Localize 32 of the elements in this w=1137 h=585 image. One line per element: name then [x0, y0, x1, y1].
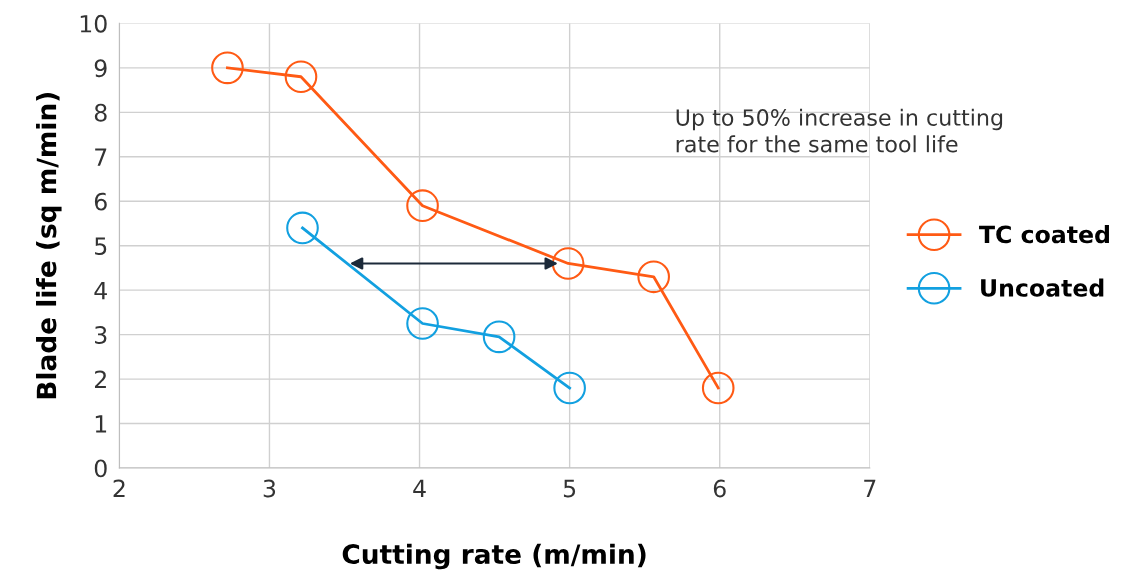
point — [553, 371, 586, 405]
point — [551, 247, 585, 280]
legend-label: Uncoated — [981, 278, 1104, 297]
x-tick-label: 3 — [263, 479, 276, 498]
point — [211, 51, 244, 85]
y-tick-label: 1 — [95, 415, 107, 433]
x-tick-label: 6 — [713, 479, 726, 498]
point — [406, 189, 439, 222]
y-tick-label: 0 — [94, 459, 107, 478]
legend-label: TC coated — [979, 225, 1109, 244]
y-tick-label: 8 — [94, 103, 107, 122]
x-tick-label: 4 — [413, 479, 426, 498]
y-tick-label: 6 — [94, 192, 107, 211]
x-axis-title: Cutting rate (m/min) — [342, 543, 646, 570]
point — [701, 371, 735, 405]
point — [406, 307, 439, 340]
x-tick-label: 7 — [864, 479, 876, 498]
x-tick-label: 2 — [113, 479, 125, 498]
point — [284, 60, 318, 94]
y-tick-label: 10 — [80, 14, 107, 33]
point — [286, 211, 319, 245]
y-tick-label: 4 — [94, 281, 107, 300]
y-axis-title: Blade life (sq m/min) — [36, 92, 62, 399]
y-tick-label: 9 — [94, 59, 107, 78]
y-tick-label: 2 — [94, 370, 106, 389]
point — [482, 320, 516, 354]
x-tick-label: 5 — [563, 479, 576, 498]
y-tick-label: 3 — [95, 326, 107, 344]
annotation: Up to 50% increase in cutting rate for the same tool life — [676, 108, 1003, 153]
y-tick-label: 5 — [95, 237, 107, 256]
y-tick-label: 7 — [95, 148, 107, 166]
point — [637, 260, 670, 294]
